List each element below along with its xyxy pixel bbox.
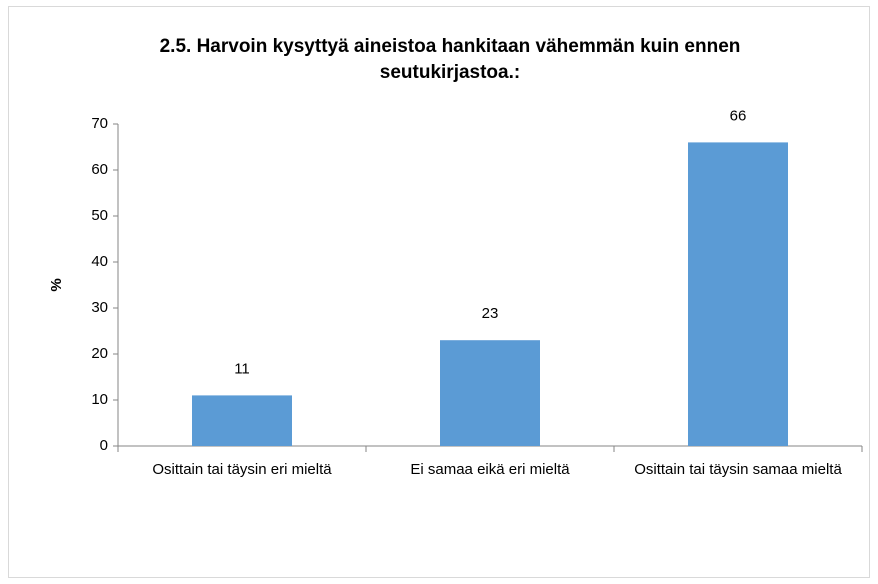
bar	[192, 395, 292, 446]
y-axis-label: %	[48, 278, 65, 291]
y-tick-label: 60	[91, 161, 108, 178]
y-tick-label: 30	[91, 299, 108, 316]
data-label: 66	[730, 107, 747, 124]
data-label: 23	[482, 305, 499, 322]
bar	[440, 340, 540, 446]
bar	[688, 142, 788, 446]
x-tick-label: Osittain tai täysin samaa mieltä	[634, 461, 842, 478]
y-tick-label: 40	[91, 253, 108, 270]
x-tick-label: Ei samaa eikä eri mieltä	[410, 461, 570, 478]
y-tick-label: 10	[91, 391, 108, 408]
data-label: 11	[234, 360, 250, 377]
chart-title: 2.5. Harvoin kysyttyä aineistoa hankitaa…	[159, 36, 741, 83]
x-tick-label: Osittain tai täysin eri mieltä	[152, 461, 332, 478]
y-tick-label: 0	[100, 437, 108, 454]
y-tick-label: 70	[91, 115, 108, 132]
y-tick-label: 20	[91, 345, 108, 362]
y-tick-label: 50	[91, 207, 108, 224]
